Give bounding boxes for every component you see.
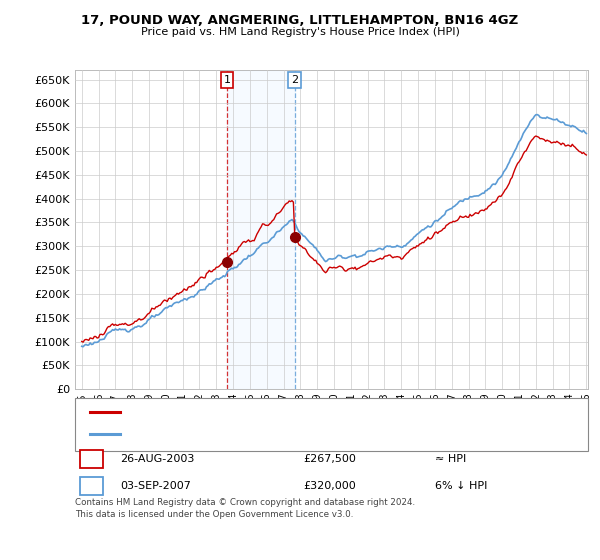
Text: Price paid vs. HM Land Registry's House Price Index (HPI): Price paid vs. HM Land Registry's House …: [140, 27, 460, 37]
Text: ≈ HPI: ≈ HPI: [435, 454, 466, 464]
Text: 17, POUND WAY, ANGMERING, LITTLEHAMPTON, BN16 4GZ (detached house): 17, POUND WAY, ANGMERING, LITTLEHAMPTON,…: [127, 407, 512, 417]
Bar: [227, 70, 295, 389]
Text: Contains HM Land Registry data © Crown copyright and database right 2024.
This d: Contains HM Land Registry data © Crown c…: [75, 498, 415, 519]
Text: £267,500: £267,500: [303, 454, 356, 464]
Text: 1: 1: [88, 454, 95, 464]
Text: 1: 1: [224, 75, 230, 85]
Text: HPI: Average price, detached house, Arun: HPI: Average price, detached house, Arun: [127, 429, 335, 439]
Text: 2: 2: [291, 75, 298, 85]
Text: 17, POUND WAY, ANGMERING, LITTLEHAMPTON, BN16 4GZ: 17, POUND WAY, ANGMERING, LITTLEHAMPTON,…: [82, 14, 518, 27]
Text: 6% ↓ HPI: 6% ↓ HPI: [435, 481, 487, 491]
Text: 2: 2: [88, 481, 95, 491]
Text: 03-SEP-2007: 03-SEP-2007: [120, 481, 191, 491]
Text: £320,000: £320,000: [303, 481, 356, 491]
Text: 26-AUG-2003: 26-AUG-2003: [120, 454, 194, 464]
